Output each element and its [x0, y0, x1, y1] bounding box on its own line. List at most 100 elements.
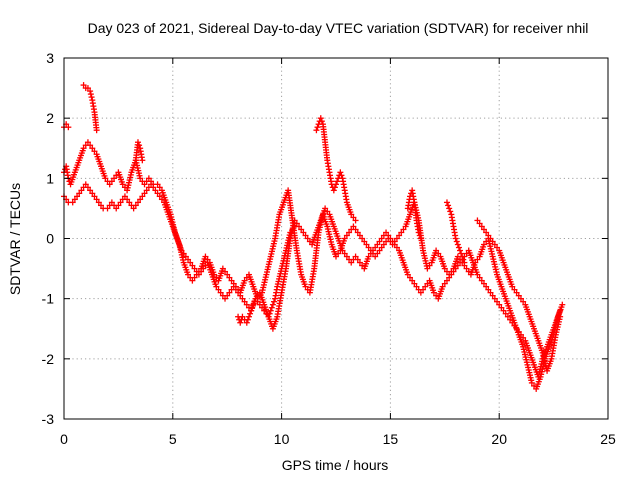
data-point: [265, 313, 272, 320]
data-point: [89, 145, 96, 152]
data-point: [187, 259, 194, 266]
data-point-interp: [88, 94, 95, 101]
data-point: [230, 283, 237, 290]
data-point: [504, 313, 511, 320]
data-point: [513, 325, 520, 332]
data-point-interp: [154, 190, 161, 197]
data-point-interp: [84, 184, 91, 191]
data-point: [195, 271, 202, 278]
data-point: [343, 253, 350, 260]
data-point-interp: [453, 238, 460, 245]
data-point: [130, 205, 137, 212]
data-point-interp: [185, 256, 192, 263]
x-axis-label: GPS time / hours: [282, 457, 389, 473]
data-point: [393, 235, 400, 242]
data-point: [74, 193, 81, 200]
data-point-interp: [87, 142, 94, 149]
data-point-interp: [393, 244, 400, 251]
data-point: [237, 319, 244, 326]
data-point-interp: [124, 196, 131, 203]
data-point: [300, 229, 307, 236]
data-point: [256, 301, 263, 308]
data-point: [509, 283, 516, 290]
data-point: [330, 187, 337, 194]
data-point-interp: [268, 304, 275, 311]
data-point-interp: [498, 304, 505, 311]
data-point: [287, 229, 294, 236]
data-point-interp: [324, 208, 331, 215]
data-point: [82, 181, 89, 188]
data-point: [156, 193, 163, 200]
data-point-interp: [232, 286, 239, 293]
data-point-interp: [97, 202, 104, 209]
data-point: [143, 187, 150, 194]
data-point-interp: [520, 334, 527, 341]
data-point: [413, 283, 420, 290]
data-point: [241, 277, 248, 284]
data-point-interp: [441, 280, 448, 287]
data-point: [483, 229, 490, 236]
data-point-interp: [458, 250, 465, 257]
data-point: [348, 259, 355, 266]
data-point-interp: [338, 172, 345, 179]
data-point: [291, 217, 298, 224]
data-point: [441, 265, 448, 272]
data-point: [119, 181, 126, 188]
data-point-interp: [515, 328, 522, 335]
data-point: [102, 175, 109, 182]
data-point: [154, 181, 161, 188]
data-point: [152, 187, 159, 194]
data-point: [191, 265, 198, 272]
data-point: [261, 307, 268, 314]
data-point: [111, 175, 118, 182]
data-point: [348, 211, 355, 218]
data-point-interp: [480, 280, 487, 287]
data-point-interp: [406, 274, 413, 281]
x-tick-label: 10: [274, 431, 290, 447]
data-point: [483, 283, 490, 290]
data-point-interp: [515, 292, 522, 299]
data-point: [121, 193, 128, 200]
data-point: [446, 205, 453, 212]
data-point: [363, 241, 370, 248]
data-point-interp: [450, 268, 457, 275]
data-point-interp: [314, 124, 321, 131]
data-point: [448, 271, 455, 278]
data-point-interp: [237, 292, 244, 299]
data-point-interp: [489, 292, 496, 299]
data-point-interp: [298, 226, 305, 233]
data-point-interp: [289, 226, 296, 233]
data-point: [137, 175, 144, 182]
data-point: [369, 247, 376, 254]
data-point: [376, 247, 383, 254]
x-tick-label: 20: [491, 431, 507, 447]
data-point-interp: [254, 298, 261, 305]
data-point-interp: [396, 232, 403, 239]
data-point: [106, 181, 113, 188]
data-point: [474, 217, 481, 224]
data-point: [517, 331, 524, 338]
data-point-interp: [215, 286, 222, 293]
data-point: [422, 283, 429, 290]
data-point: [189, 277, 196, 284]
x-tick-label: 15: [383, 431, 399, 447]
data-point: [126, 199, 133, 206]
data-point: [454, 241, 461, 248]
data-point-interp: [137, 196, 144, 203]
data-point: [372, 253, 379, 260]
data-point: [350, 223, 357, 230]
data-point: [252, 295, 259, 302]
data-point: [480, 241, 487, 248]
data-point: [245, 313, 252, 320]
y-tick-label: 3: [46, 50, 54, 66]
data-point-interp: [446, 274, 453, 281]
data-point: [439, 283, 446, 290]
data-point: [141, 181, 148, 188]
data-point: [250, 301, 257, 308]
data-point-interp: [400, 226, 407, 233]
data-point: [417, 235, 424, 242]
data-point: [354, 229, 361, 236]
data-point: [267, 307, 274, 314]
y-axis-label: SDTVAR / TECUs: [7, 183, 23, 295]
